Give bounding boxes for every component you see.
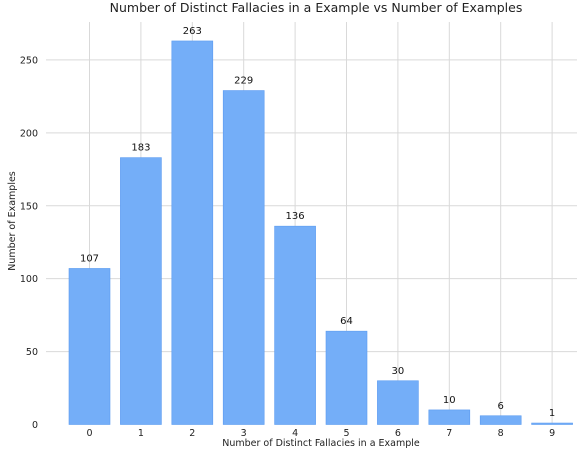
y-tick-label: 200 xyxy=(20,128,38,139)
y-tick-label: 100 xyxy=(20,274,38,285)
x-tick-label: 6 xyxy=(395,428,401,439)
data-label-4: 136 xyxy=(286,211,305,222)
bar-7 xyxy=(428,409,471,425)
data-label-6: 30 xyxy=(392,366,405,377)
bar-9 xyxy=(531,422,573,425)
y-tick-label: 50 xyxy=(26,347,38,358)
bars xyxy=(68,40,573,425)
bar-1 xyxy=(120,157,162,425)
bar-3 xyxy=(222,90,265,425)
chart-title: Number of Distinct Fallacies in a Exampl… xyxy=(110,0,523,15)
bar-6 xyxy=(377,380,419,425)
bar-4 xyxy=(274,225,316,425)
bar-8 xyxy=(479,415,522,425)
x-tick-label: 2 xyxy=(189,428,195,439)
data-label-5: 64 xyxy=(340,316,353,327)
data-label-7: 10 xyxy=(443,395,456,406)
data-label-1: 183 xyxy=(131,143,150,154)
x-tick-label: 5 xyxy=(343,428,349,439)
x-tick-labels: 0 1 2 3 4 5 6 7 8 9 xyxy=(86,428,555,439)
data-label-9: 1 xyxy=(549,408,555,419)
x-axis-label: Number of Distinct Fallacies in a Exampl… xyxy=(222,438,420,449)
y-tick-label: 0 xyxy=(32,420,38,431)
x-tick-label: 0 xyxy=(86,428,92,439)
data-label-2: 263 xyxy=(183,26,202,37)
y-tick-labels: 0 50 100 150 200 250 xyxy=(20,55,38,431)
y-tick-label: 150 xyxy=(20,201,38,212)
x-tick-label: 7 xyxy=(446,428,452,439)
data-label-8: 6 xyxy=(498,401,504,412)
y-axis-label: Number of Examples xyxy=(7,171,18,271)
data-label-0: 107 xyxy=(80,253,99,264)
data-labels: 107 183 263 229 136 64 30 10 6 1 xyxy=(80,26,555,419)
x-tick-label: 1 xyxy=(138,428,144,439)
x-tick-label: 8 xyxy=(498,428,504,439)
y-tick-label: 250 xyxy=(20,55,38,66)
bar-2 xyxy=(171,40,214,425)
x-tick-label: 9 xyxy=(549,428,555,439)
grid xyxy=(46,22,577,425)
x-tick-label: 3 xyxy=(241,428,247,439)
bar-5 xyxy=(325,330,368,425)
x-tick-label: 4 xyxy=(292,428,298,439)
bar-0 xyxy=(68,268,111,425)
data-label-3: 229 xyxy=(234,76,253,87)
